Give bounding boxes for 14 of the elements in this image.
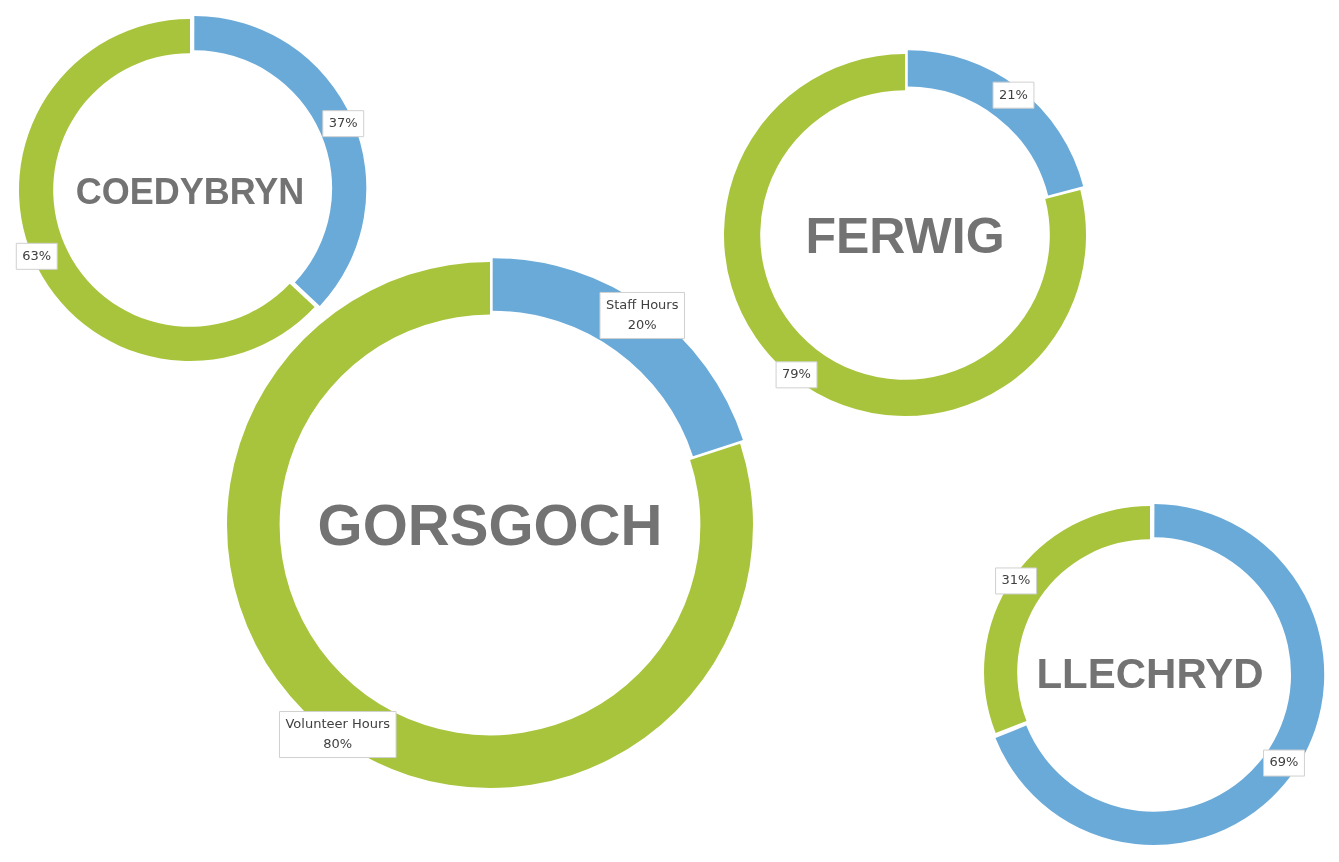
slice-label: Staff Hours [605,296,679,312]
data-label: 37% [328,115,358,131]
data-label: 79% [782,366,811,382]
data-label: 80% [323,735,353,751]
data-label: 69% [1269,754,1299,770]
text: FERWIG [805,207,1005,264]
text: GORSGOCH [317,492,663,557]
data-label: 31% [1001,572,1031,588]
text: COEDYBRYN [75,170,305,212]
data-label: 21% [999,86,1028,102]
slice-label: Volunteer Hours [285,715,391,731]
text: LLECHRYD [1036,649,1264,697]
data-label: 63% [22,247,52,263]
data-label: 20% [627,316,657,332]
